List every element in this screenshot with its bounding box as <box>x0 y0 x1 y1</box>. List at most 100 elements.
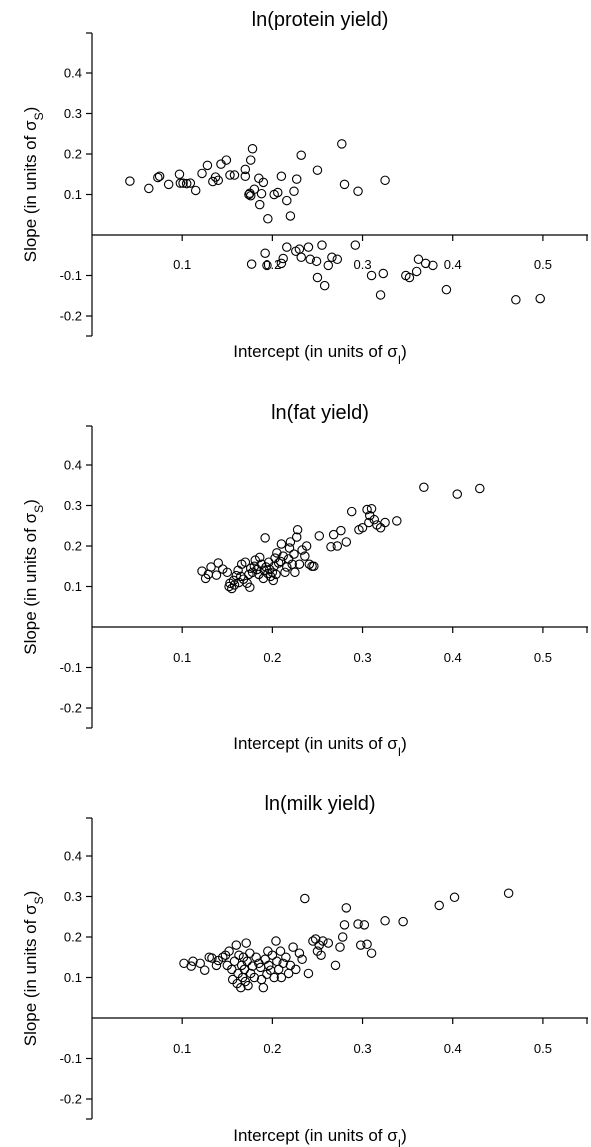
data-point <box>241 938 251 948</box>
data-point <box>278 551 288 561</box>
data-point <box>243 980 253 991</box>
data-point <box>413 254 424 265</box>
data-point <box>369 514 380 525</box>
data-point <box>229 956 240 967</box>
data-point <box>202 160 213 171</box>
data-point <box>316 950 326 960</box>
data-point <box>339 920 350 930</box>
x-tick-label: 0.1 <box>173 1041 191 1056</box>
data-point <box>353 919 363 929</box>
data-point <box>375 290 386 300</box>
data-point <box>449 892 460 903</box>
data-point <box>296 252 306 263</box>
data-point <box>314 531 325 541</box>
y-axis-label: Slope (in units of σS) <box>21 107 46 263</box>
data-point <box>251 952 261 962</box>
data-point <box>197 168 207 179</box>
data-point <box>273 187 283 198</box>
data-point <box>225 170 235 180</box>
chart-panel-1: ln(protein yield) -0.2 -0.1 0.1 0.2 0.3 0.4 0.1… <box>21 9 588 367</box>
data-point <box>288 942 298 952</box>
data-point <box>276 972 287 983</box>
data-point <box>419 482 429 493</box>
data-point <box>282 195 292 206</box>
chart-panel-3: ln(milk yield) -0.2 -0.1 0.1 0.2 0.3 0.4 0.1 0.2… <box>21 793 588 1147</box>
data-point <box>229 580 240 590</box>
data-point <box>244 189 254 200</box>
data-point <box>245 582 255 593</box>
data-point <box>404 272 415 283</box>
x-tick-label: 0.3 <box>354 650 372 665</box>
data-point <box>308 936 318 946</box>
y-axis-label: Slope (in units of σS) <box>21 891 46 1047</box>
data-point <box>213 558 224 568</box>
data-point <box>378 268 389 279</box>
data-point <box>273 558 284 568</box>
data-point <box>362 939 372 950</box>
data-point <box>282 242 292 252</box>
data-point <box>291 964 301 975</box>
data-point <box>221 155 232 165</box>
data-point <box>511 295 521 305</box>
data-point <box>290 567 300 578</box>
data-point <box>245 948 255 958</box>
data-point <box>186 961 196 971</box>
data-point <box>346 506 357 517</box>
data-point <box>245 155 256 165</box>
data-point <box>337 932 348 942</box>
data-point <box>291 532 302 542</box>
data-point <box>452 489 462 499</box>
data-point <box>256 188 267 199</box>
data-point <box>312 272 323 283</box>
data-point <box>359 920 370 930</box>
data-point <box>269 972 279 983</box>
y-tick-label: 0.2 <box>64 539 82 554</box>
data-point <box>296 150 306 160</box>
data-point <box>249 184 260 194</box>
y-tick-label: -0.2 <box>60 309 82 324</box>
data-point <box>327 252 337 263</box>
data-point <box>278 958 288 969</box>
data-point <box>428 260 438 271</box>
data-point <box>339 179 350 190</box>
data-point <box>309 561 319 571</box>
data-point <box>153 172 163 183</box>
data-point <box>178 178 188 188</box>
data-point <box>300 551 310 561</box>
y-tick-label: 0.1 <box>64 579 82 594</box>
data-point <box>297 954 307 965</box>
data-point <box>188 956 198 967</box>
data-point <box>305 254 315 265</box>
data-point <box>336 525 346 536</box>
data-point <box>300 893 310 904</box>
data-point <box>249 972 260 983</box>
data-point <box>366 270 377 281</box>
data-point <box>326 542 336 552</box>
data-point <box>284 543 295 553</box>
data-point <box>228 575 239 586</box>
data-point <box>175 178 186 188</box>
data-point <box>229 170 240 180</box>
y-tick-label: 0.1 <box>64 970 82 985</box>
data-point <box>503 888 514 899</box>
data-point <box>247 143 258 154</box>
data-point <box>392 516 402 526</box>
data-point <box>332 541 343 551</box>
data-point <box>268 575 279 586</box>
data-point <box>211 960 222 971</box>
data-point <box>332 254 343 265</box>
data-point <box>285 537 296 547</box>
data-point <box>222 567 233 578</box>
data-point <box>355 940 366 950</box>
data-point <box>258 177 269 188</box>
data-point <box>240 557 251 567</box>
x-tick-label: 0.1 <box>173 650 191 665</box>
data-point <box>275 946 286 956</box>
y-tick-label: 0.1 <box>64 187 82 202</box>
data-point <box>271 936 281 946</box>
data-point <box>276 258 287 269</box>
data-point <box>341 537 352 547</box>
data-point <box>323 938 334 948</box>
data-point <box>323 260 334 271</box>
data-point <box>535 293 545 304</box>
